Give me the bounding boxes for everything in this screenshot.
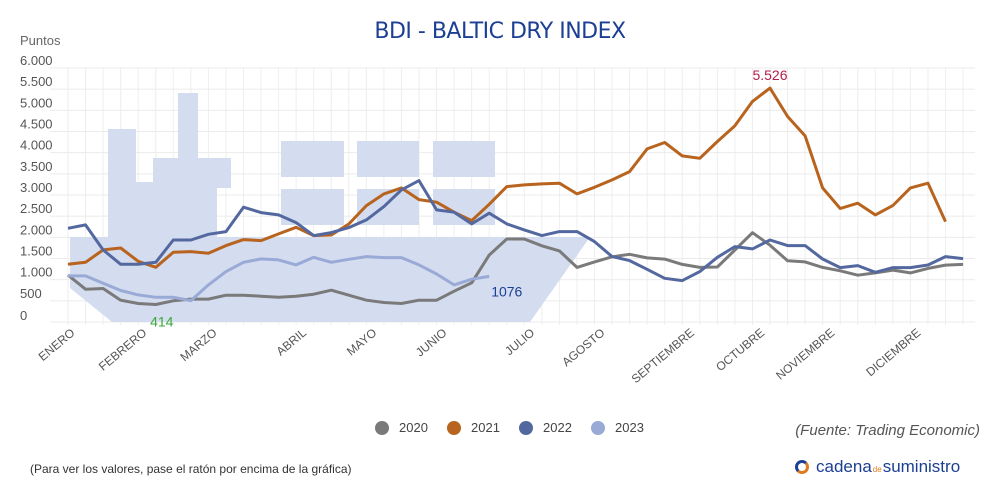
month-label: NOVIEMBRE bbox=[773, 326, 837, 383]
y-tick-label: 1.000 bbox=[20, 265, 53, 280]
month-label: ABRIL bbox=[274, 325, 310, 358]
logo-text-brand: suministro bbox=[882, 457, 961, 476]
legend-label: 2023 bbox=[615, 420, 644, 435]
logo-text-small: de bbox=[872, 465, 882, 474]
y-tick-label: 5.000 bbox=[20, 95, 53, 110]
logo-icon bbox=[795, 460, 809, 474]
y-tick-label: 6.000 bbox=[20, 53, 53, 68]
month-label: DICIEMBRE bbox=[863, 326, 923, 380]
legend-label: 2020 bbox=[399, 420, 428, 435]
legend-item-2021[interactable]: 2021 bbox=[447, 420, 500, 435]
y-tick-label: 4.000 bbox=[20, 138, 53, 153]
month-label: AGOSTO bbox=[559, 326, 607, 370]
annotation-2023: 1076 bbox=[491, 283, 522, 299]
legend-label: 2022 bbox=[543, 420, 572, 435]
month-label: FEBRERO bbox=[96, 326, 149, 374]
y-tick-label: 1.500 bbox=[20, 244, 53, 259]
legend-item-2020[interactable]: 2020 bbox=[375, 420, 428, 435]
month-label: MARZO bbox=[177, 326, 219, 365]
month-label: ENERO bbox=[36, 326, 78, 364]
y-tick-label: 2.500 bbox=[20, 201, 53, 216]
y-tick-label: 2.000 bbox=[20, 222, 53, 237]
series-line-2023[interactable] bbox=[68, 255, 490, 303]
ship-background-illustration bbox=[70, 93, 590, 322]
series-lines[interactable] bbox=[67, 86, 964, 306]
y-tick-label: 5.500 bbox=[20, 74, 53, 89]
cadena-de-suministro-logo[interactable]: cadena de suministro bbox=[795, 457, 960, 477]
month-label: MAYO bbox=[344, 326, 379, 359]
month-label: SEPTIEMBRE bbox=[629, 326, 697, 386]
chart-title: BDI - BALTIC DRY INDEX bbox=[374, 19, 626, 44]
legend-marker-icon bbox=[375, 421, 389, 435]
legend-item-2022[interactable]: 2022 bbox=[519, 420, 572, 435]
legend-item-2023[interactable]: 2023 bbox=[591, 420, 644, 435]
annotation-2020: 414 bbox=[150, 313, 174, 329]
legend-label: 2021 bbox=[471, 420, 500, 435]
legend-marker-icon bbox=[447, 421, 461, 435]
source-note: (Fuente: Trading Economic) bbox=[795, 422, 980, 439]
series-line-2022[interactable] bbox=[67, 179, 964, 283]
month-label: OCTUBRE bbox=[713, 326, 767, 374]
legend-marker-icon bbox=[591, 421, 605, 435]
y-tick-label: 3.500 bbox=[20, 159, 53, 174]
annotation-2021: 5.526 bbox=[752, 67, 787, 83]
y-axis-ticks: 0 500 1.000 1.500 2.000 2.500 3.000 3.500 4.000 4… bbox=[20, 53, 53, 323]
x-axis-ticks: ENERO FEBRERO MARZO ABRIL MAYO JUNIO JULIO AGOS… bbox=[36, 325, 924, 386]
annotations: 5.526 414 1076 bbox=[150, 67, 788, 329]
month-label: JUNIO bbox=[413, 326, 450, 360]
logo-text-main: cadena bbox=[816, 457, 872, 476]
y-tick-label: 3.000 bbox=[20, 180, 53, 195]
series-line-2021[interactable] bbox=[67, 86, 947, 269]
month-label: JULIO bbox=[502, 326, 537, 359]
legend[interactable]: 2020 2021 2022 2023 bbox=[375, 420, 644, 435]
hover-hint: (Para ver los valores, pase el ratón por… bbox=[30, 462, 352, 476]
y-tick-label: 4.500 bbox=[20, 117, 53, 132]
series-line-2020[interactable] bbox=[67, 231, 964, 306]
y-tick-label: 500 bbox=[20, 286, 42, 301]
y-axis-label: Puntos bbox=[20, 33, 61, 48]
y-tick-label: 0 bbox=[20, 308, 27, 323]
legend-marker-icon bbox=[519, 421, 533, 435]
